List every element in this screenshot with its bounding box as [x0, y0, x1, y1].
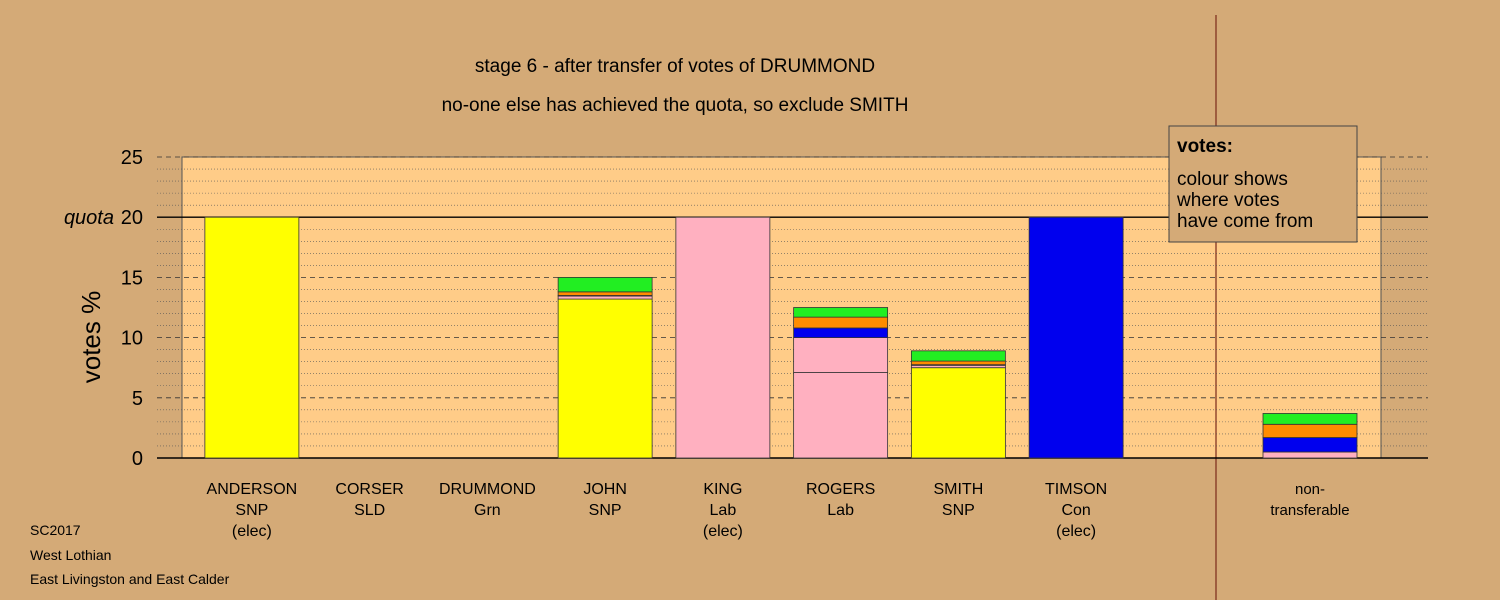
candidate-party: SNP: [942, 502, 975, 519]
chart-title: stage 6 - after transfer of votes of DRU…: [475, 56, 875, 77]
candidate-name: DRUMMOND: [439, 481, 536, 498]
y-tick-label: 20: [121, 207, 143, 229]
footer-election: SC2017: [30, 522, 81, 538]
bar-segment: [793, 337, 889, 373]
bar-segment: [793, 316, 889, 329]
candidate-name: ROGERS: [806, 481, 875, 498]
bar-segment: [793, 372, 889, 459]
legend-line: where votes: [1176, 190, 1279, 211]
y-tick-label: 25: [121, 147, 143, 169]
footer-council: West Lothian: [30, 547, 112, 563]
y-tick-label: 5: [132, 388, 143, 410]
footer-ward: East Livingston and East Calder: [30, 571, 230, 587]
bar-segment: [557, 276, 653, 293]
candidate-name: JOHN: [583, 481, 627, 498]
quota-label: quota: [64, 207, 114, 229]
candidate-name: SMITH: [933, 481, 983, 498]
non-transferable-label: transferable: [1270, 502, 1349, 519]
candidate-party: Con: [1061, 502, 1090, 519]
candidate-name: KING: [703, 481, 742, 498]
candidate-name: ANDERSON: [207, 481, 298, 498]
candidate-name: CORSER: [335, 481, 403, 498]
candidate-party: SNP: [589, 502, 622, 519]
candidate-bar: [557, 276, 653, 459]
bar-segment: [793, 327, 889, 338]
candidate-bar: [204, 216, 300, 459]
legend-box: votes: colour shows where votes have com…: [1168, 125, 1358, 243]
candidate-bar: [675, 216, 771, 459]
bar-segment: [1262, 413, 1358, 425]
candidate-status: (elec): [1056, 523, 1096, 540]
y-tick-label: 10: [121, 328, 143, 350]
candidate-bar: [793, 307, 889, 459]
candidate-bar: [1028, 216, 1124, 459]
bar-segment: [557, 291, 653, 296]
bar-segment: [910, 367, 1006, 459]
bar-segment: [1262, 423, 1358, 438]
bar-segment: [1028, 216, 1124, 459]
y-tick-label: 0: [132, 448, 143, 470]
candidate-status: (elec): [232, 523, 272, 540]
bar-segment: [557, 295, 653, 300]
candidate-party: SLD: [354, 502, 385, 519]
bar-segment: [793, 307, 889, 318]
bar-segment: [204, 216, 300, 459]
legend-line: colour shows: [1177, 169, 1288, 190]
bar-segment: [1262, 451, 1358, 459]
bar-segment: [910, 350, 1006, 362]
non-transferable-bar: [1262, 413, 1358, 459]
non-transferable-label: non-: [1295, 481, 1325, 498]
y-axis-label: votes %: [76, 291, 106, 384]
candidate-party: Grn: [474, 502, 501, 519]
bar-segment: [557, 298, 653, 459]
bar-segment: [1262, 437, 1358, 453]
bar-segment: [910, 360, 1006, 366]
candidate-party: Lab: [827, 502, 854, 519]
candidate-name: TIMSON: [1045, 481, 1107, 498]
candidate-bar: [910, 350, 1006, 459]
candidate-party: SNP: [235, 502, 268, 519]
chart-subtitle: no-one else has achieved the quota, so e…: [442, 95, 909, 116]
candidate-status: (elec): [703, 523, 743, 540]
legend-title: votes:: [1177, 136, 1233, 157]
bar-segment: [675, 216, 771, 459]
y-tick-label: 15: [121, 267, 143, 289]
candidate-party: Lab: [710, 502, 737, 519]
legend-line: have come from: [1177, 211, 1313, 232]
